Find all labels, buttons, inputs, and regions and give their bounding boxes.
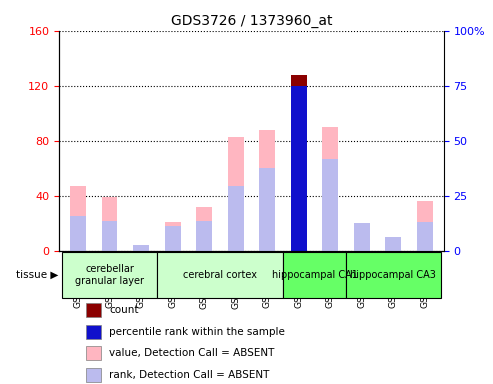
Text: tissue ▶: tissue ▶ [16, 270, 59, 280]
Bar [165, 226, 180, 251]
Bar [86, 325, 102, 339]
Bar [86, 303, 102, 317]
Bar [322, 127, 338, 251]
Text: hippocampal CA3: hippocampal CA3 [351, 270, 436, 280]
Bar [86, 346, 102, 360]
Bar [70, 186, 86, 251]
Text: hippocampal CA1: hippocampal CA1 [272, 270, 357, 280]
Bar [259, 168, 275, 251]
Bar [102, 197, 117, 251]
Text: cerebellar
granular layer: cerebellar granular layer [75, 264, 144, 286]
Bar [386, 237, 401, 251]
Bar [86, 368, 102, 382]
Bar [70, 217, 86, 251]
Bar [259, 130, 275, 251]
Bar [354, 223, 370, 251]
Text: count: count [109, 305, 139, 315]
Text: percentile rank within the sample: percentile rank within the sample [109, 327, 285, 337]
Bar [346, 252, 441, 298]
Text: cerebral cortex: cerebral cortex [183, 270, 257, 280]
Bar [386, 244, 401, 251]
Bar [228, 186, 244, 251]
Bar [196, 207, 212, 251]
Bar [417, 222, 433, 251]
Bar [102, 220, 117, 251]
Title: GDS3726 / 1373960_at: GDS3726 / 1373960_at [171, 14, 332, 28]
Bar [165, 222, 180, 251]
Bar [283, 252, 346, 298]
Text: value, Detection Call = ABSENT: value, Detection Call = ABSENT [109, 348, 275, 358]
Bar [322, 159, 338, 251]
Bar [62, 252, 157, 298]
Bar [157, 252, 283, 298]
Text: rank, Detection Call = ABSENT: rank, Detection Call = ABSENT [109, 370, 270, 380]
Bar [417, 201, 433, 251]
Bar [196, 220, 212, 251]
Bar [291, 75, 307, 251]
Bar [228, 137, 244, 251]
Bar [354, 223, 370, 251]
Bar [291, 86, 307, 251]
Bar [133, 245, 149, 251]
